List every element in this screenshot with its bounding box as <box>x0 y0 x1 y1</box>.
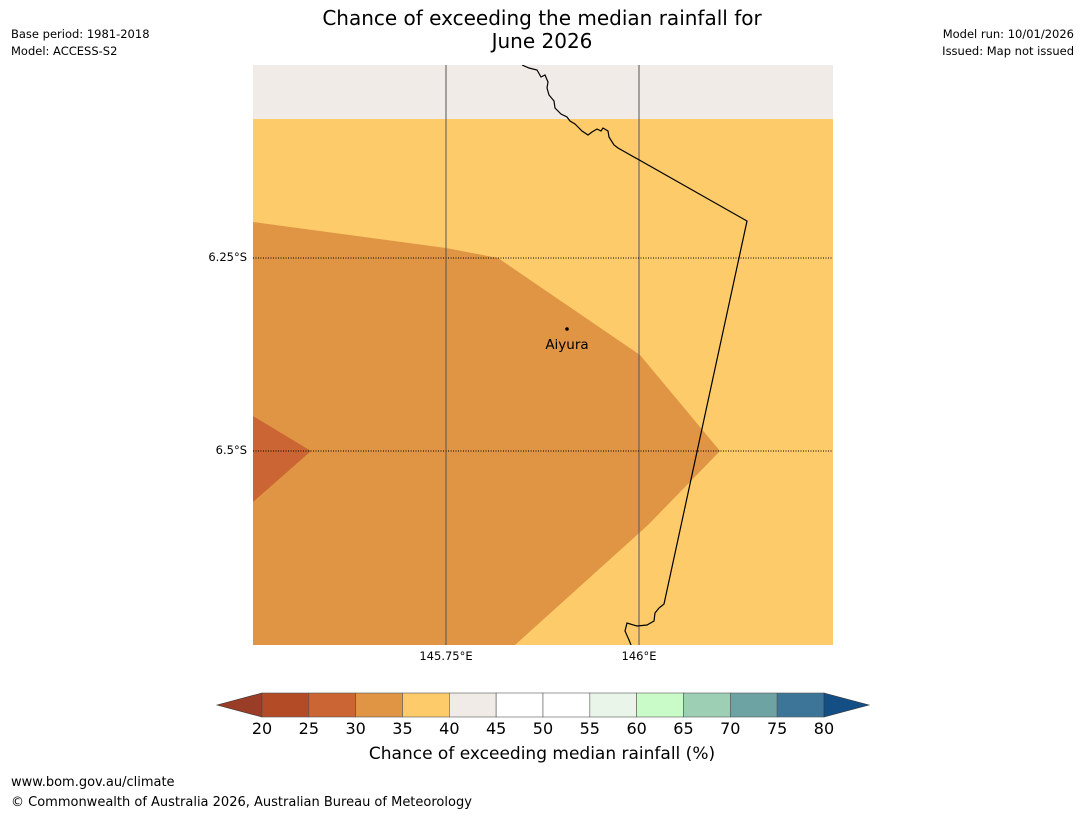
lon-label-145-75: 145.75°E <box>419 649 473 663</box>
model-run-text: Model run: 10/01/2026 <box>942 27 1074 41</box>
colorbar-segment-70-75 <box>729 692 778 718</box>
colorbar-tick-45: 45 <box>485 719 507 738</box>
map-title-line2: June 2026 <box>491 29 593 53</box>
rainfall-map[interactable]: Aiyura <box>253 65 833 645</box>
colorbar-tick-50: 50 <box>532 719 554 738</box>
lon-label-146: 146°E <box>621 649 657 663</box>
lat-label-6-5: 6.5°S <box>215 443 247 457</box>
boundary-line <box>521 65 748 645</box>
no-data-area <box>253 65 833 119</box>
colorbar-segment-25-30 <box>308 692 356 718</box>
band-30-35-area <box>253 222 720 645</box>
colorbar-segment-75-80 <box>776 692 825 718</box>
colorbar-tick-80: 80 <box>813 719 835 738</box>
colorbar-tick-35: 35 <box>392 719 413 738</box>
colorbar-tick-70: 70 <box>720 719 741 738</box>
colorbar-segment-40-45 <box>449 692 497 718</box>
model-text: Model: ACCESS-S2 <box>11 44 118 58</box>
colorbar <box>215 692 871 718</box>
colorbar-tick-55: 55 <box>579 719 600 738</box>
aiyura-label: Aiyura <box>545 337 588 353</box>
colorbar-tick-30: 30 <box>345 719 366 738</box>
colorbar-tick-40: 40 <box>439 719 460 738</box>
header-left-meta: Base period: 1981-2018 Model: ACCESS-S2 <box>11 26 150 60</box>
colorbar-tick-65: 65 <box>673 719 694 738</box>
colorbar-tick-75: 75 <box>766 719 788 738</box>
map-title-line1: Chance of exceeding the median rainfall … <box>322 6 762 30</box>
colorbar-below-triangle <box>215 692 263 718</box>
colorbar-segment-50-55 <box>542 692 591 718</box>
colorbar-segment-65-70 <box>683 692 731 718</box>
website-link[interactable]: www.bom.gov.au/climate <box>11 775 175 790</box>
colorbar-segment-55-60 <box>589 692 637 718</box>
aiyura-marker[interactable] <box>565 327 569 331</box>
colorbar-title: Chance of exceeding median rainfall (%) <box>368 744 716 764</box>
base-period-text: Base period: 1981-2018 <box>11 27 150 41</box>
colorbar-segment-45-50 <box>495 692 544 718</box>
issued-text: Issued: Map not issued <box>942 44 1074 58</box>
map-title: Chance of exceeding the median rainfall … <box>242 7 842 53</box>
copyright-text: © Commonwealth of Australia 2026, Austra… <box>11 795 472 810</box>
colorbar-tick-20: 20 <box>251 719 273 738</box>
band-25-30-area <box>253 416 311 502</box>
colorbar-segment-35-40 <box>402 692 450 718</box>
colorbar-tick-60: 60 <box>626 719 647 738</box>
colorbar-segment-60-65 <box>636 692 684 718</box>
colorbar-segment-20-25 <box>261 692 310 718</box>
lat-label-6-25: 6.25°S <box>208 250 247 264</box>
colorbar-segment-30-35 <box>355 692 403 718</box>
colorbar-above-triangle <box>823 692 871 718</box>
colorbar-tick-25: 25 <box>298 719 320 738</box>
header-right-meta: Model run: 10/01/2026 Issued: Map not is… <box>942 26 1074 60</box>
